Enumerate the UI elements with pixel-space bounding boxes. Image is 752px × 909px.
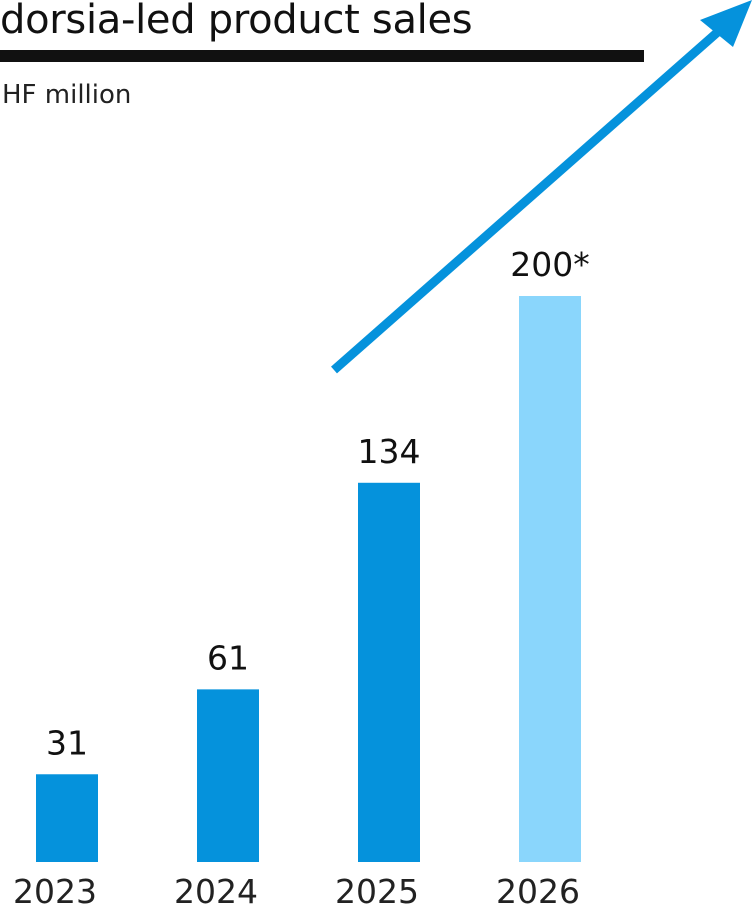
title-divider: [0, 50, 644, 62]
unit-label: HF million: [2, 80, 132, 110]
value-label-2025: 134: [358, 432, 421, 471]
x-axis-tick-labels: 2023 2024 2025 2026: [13, 872, 580, 909]
bar-2023: [36, 774, 98, 862]
value-label-2026: 200*: [510, 245, 590, 284]
bar-2024: [197, 689, 259, 862]
x-tick-label-2026: 2026: [496, 872, 580, 909]
trend-arrow-icon: [331, 0, 752, 374]
bars-layer: [36, 296, 581, 862]
value-label-2024: 61: [207, 638, 249, 677]
x-tick-label-2023: 2023: [13, 872, 97, 909]
bar-2025: [358, 482, 420, 862]
x-tick-label-2024: 2024: [174, 872, 258, 909]
chart-title: dorsia-led product sales: [0, 0, 473, 43]
bar-2026: [519, 296, 581, 862]
value-label-2023: 31: [46, 723, 88, 762]
x-tick-label-2025: 2025: [335, 872, 419, 909]
value-labels-layer: 31 61 134 200*: [46, 245, 590, 762]
